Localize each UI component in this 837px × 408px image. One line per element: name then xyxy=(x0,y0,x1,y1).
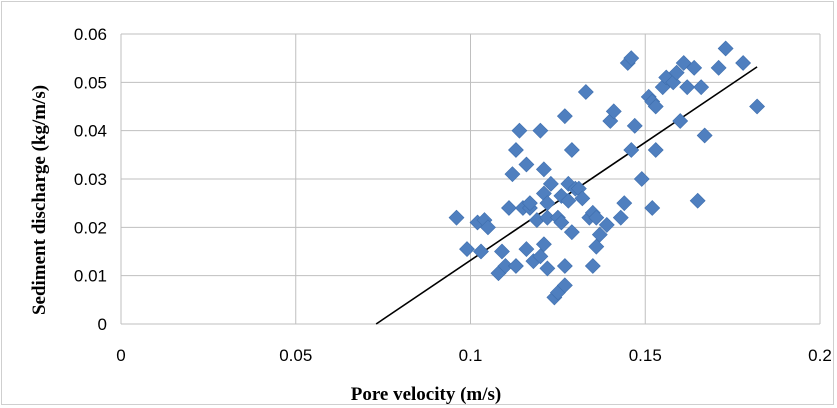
data-point xyxy=(605,103,622,120)
data-point xyxy=(710,59,727,76)
data-point xyxy=(560,192,577,209)
data-point xyxy=(518,241,535,258)
data-point xyxy=(535,236,552,253)
y-tick-label: 0.02 xyxy=(74,218,107,237)
data-point xyxy=(448,209,465,226)
data-point xyxy=(574,190,591,207)
data-point xyxy=(623,50,640,67)
x-axis-title: Pore velocity (m/s) xyxy=(351,384,502,405)
data-point xyxy=(696,127,713,144)
data-point xyxy=(539,260,556,277)
data-points xyxy=(448,40,766,306)
y-tick-labels: 0 0.01 0.02 0.03 0.04 0.05 0.06 xyxy=(74,25,107,334)
y-tick-label: 0.03 xyxy=(74,170,107,189)
data-point xyxy=(623,142,640,158)
data-point xyxy=(612,209,629,226)
data-point xyxy=(588,238,605,255)
data-point xyxy=(556,277,573,294)
x-tick-label: 0.05 xyxy=(279,346,312,365)
data-point xyxy=(577,84,594,100)
x-tick-label: 0.15 xyxy=(629,346,662,365)
data-point xyxy=(508,142,524,158)
data-point xyxy=(563,224,580,241)
data-point xyxy=(521,195,538,212)
data-point xyxy=(518,156,535,173)
data-point xyxy=(563,142,580,158)
data-point xyxy=(693,79,710,96)
data-point xyxy=(633,171,650,187)
data-point xyxy=(749,98,766,115)
data-point xyxy=(598,216,615,233)
data-point xyxy=(584,258,601,274)
data-point xyxy=(532,122,549,139)
data-point xyxy=(473,243,489,260)
y-axis-title: Sediment discharge (kg/m/s) xyxy=(29,85,50,315)
data-point xyxy=(497,258,514,274)
data-point xyxy=(644,200,661,216)
data-point xyxy=(616,195,633,212)
data-point xyxy=(668,64,685,81)
data-point xyxy=(556,108,573,125)
x-tick-label: 0 xyxy=(116,346,125,365)
data-point xyxy=(480,219,496,236)
y-tick-label: 0.05 xyxy=(74,73,107,92)
data-point xyxy=(647,98,664,115)
y-tick-label: 0.06 xyxy=(74,25,107,44)
data-point xyxy=(672,113,689,129)
data-point xyxy=(553,214,570,231)
data-point xyxy=(588,209,605,226)
gridlines xyxy=(120,33,821,325)
x-tick-label: 0.2 xyxy=(808,346,832,365)
y-tick-label: 0.04 xyxy=(74,122,107,141)
data-point xyxy=(508,258,524,274)
data-point xyxy=(494,243,510,260)
x-tick-labels: 0 0.05 0.1 0.15 0.2 xyxy=(116,346,832,365)
data-point xyxy=(686,59,703,76)
x-tick-label: 0.1 xyxy=(459,346,483,365)
data-point xyxy=(504,166,521,183)
data-point xyxy=(591,226,608,243)
data-point xyxy=(459,241,475,258)
data-point xyxy=(717,40,734,57)
data-point xyxy=(647,142,664,158)
data-point xyxy=(679,79,696,96)
data-point xyxy=(626,117,643,134)
data-point xyxy=(542,175,559,192)
data-point xyxy=(556,258,573,274)
data-point xyxy=(535,161,552,178)
y-tick-label: 0.01 xyxy=(74,267,107,286)
data-point xyxy=(501,200,517,216)
data-point xyxy=(539,209,556,226)
data-point xyxy=(735,55,752,71)
data-point xyxy=(532,248,549,265)
data-point xyxy=(689,192,706,209)
y-tick-label: 0 xyxy=(98,315,107,334)
data-point xyxy=(511,122,528,139)
